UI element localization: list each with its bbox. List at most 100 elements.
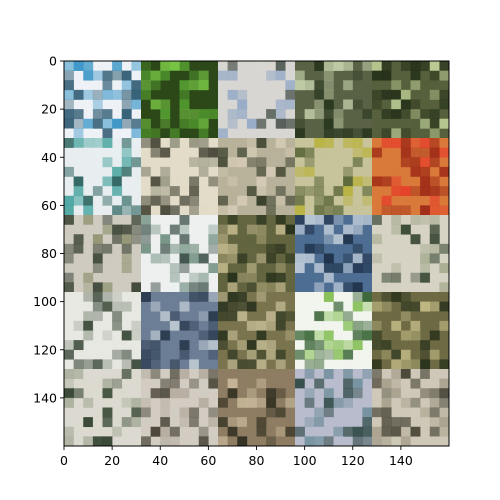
tile-texture-block (420, 99, 431, 110)
tile-texture-block (150, 147, 161, 158)
tile-texture-block (121, 89, 132, 100)
tile-texture-block (439, 388, 450, 399)
image-tile (218, 215, 296, 293)
tile-texture-block (83, 215, 94, 225)
tile-texture-block (256, 301, 267, 312)
tile-texture-block (333, 436, 344, 447)
tile-texture-block (198, 205, 209, 216)
tile-texture-block (314, 138, 325, 148)
tile-texture-block (179, 61, 190, 71)
tile-texture-block (141, 138, 151, 148)
tile-texture-block (323, 292, 334, 302)
tile-texture-block (429, 417, 440, 428)
tile-texture-block (112, 118, 123, 129)
x-tick-label: 40 (152, 453, 168, 468)
image-tile (141, 138, 219, 216)
tile-texture-block (429, 407, 440, 418)
tile-texture-block (343, 195, 354, 206)
tile-texture-block (160, 186, 171, 197)
tile-texture-block (362, 301, 373, 312)
image-tile (372, 292, 450, 370)
tile-texture-block (352, 340, 363, 351)
tile-texture-block (391, 272, 402, 283)
tile-texture-block (285, 70, 296, 81)
tile-texture-block (314, 243, 325, 254)
tile-texture-block (83, 301, 94, 312)
tile-texture-block (160, 195, 171, 206)
tile-texture-block (420, 263, 431, 274)
tile-texture-block (266, 234, 277, 245)
tile-texture-block (314, 224, 325, 235)
tile-texture-block (304, 436, 315, 447)
tile-texture-block (218, 195, 228, 206)
tile-texture-block (83, 369, 94, 379)
tile-texture-block (381, 138, 392, 148)
tile-texture-block (189, 80, 200, 91)
tile-texture-block (227, 301, 238, 312)
tile-texture-block (304, 70, 315, 81)
tile-texture-block (285, 253, 296, 264)
tile-texture-block (169, 70, 180, 81)
image-tile (141, 369, 219, 447)
tile-texture-block (150, 224, 161, 235)
tile-texture-block (246, 272, 257, 283)
tile-texture-block (64, 138, 74, 148)
tile-texture-block (323, 176, 334, 187)
tile-texture-block (362, 407, 373, 418)
tile-texture-block (112, 89, 123, 100)
tile-texture-block (150, 253, 161, 264)
tile-texture-block (323, 397, 334, 408)
tile-texture-block (179, 89, 190, 100)
tile-texture-block (381, 89, 392, 100)
tile-texture-block (420, 61, 431, 71)
x-tick-label: 120 (341, 453, 365, 468)
tile-texture-block (141, 157, 151, 168)
tile-texture-block (275, 61, 286, 71)
tile-texture-block (410, 282, 421, 293)
tile-texture-block (198, 128, 209, 139)
tile-texture-block (121, 243, 132, 254)
tile-texture-block (343, 311, 354, 322)
tile-texture-block (372, 340, 382, 351)
tile-texture-block (429, 157, 440, 168)
image-tile (64, 138, 142, 216)
tile-texture-block (179, 301, 190, 312)
tile-texture-block (410, 166, 421, 177)
tile-texture-block (179, 109, 190, 120)
tile-texture-block (141, 176, 151, 187)
tile-texture-block (391, 166, 402, 177)
tile-texture-block (237, 426, 248, 437)
tile-texture-block (218, 166, 228, 177)
tile-texture-block (141, 70, 151, 81)
tile-texture-block (112, 61, 123, 71)
tile-texture-block (352, 292, 363, 302)
tile-texture-block (112, 166, 123, 177)
tile-texture-block (323, 138, 334, 148)
tile-texture-block (439, 292, 450, 302)
tile-texture-block (400, 417, 411, 428)
tile-texture-block (323, 224, 334, 235)
tile-texture-block (198, 417, 209, 428)
tile-texture-block (246, 369, 257, 379)
tile-texture-block (121, 369, 132, 379)
tile-texture-block (352, 176, 363, 187)
tile-texture-block (333, 215, 344, 225)
tile-texture-block (92, 89, 103, 100)
tile-texture-block (391, 311, 402, 322)
tile-texture-block (169, 378, 180, 389)
tile-texture-block (141, 349, 151, 360)
tile-texture-block (391, 292, 402, 302)
tile-texture-block (275, 349, 286, 360)
tile-texture-block (439, 282, 450, 293)
tile-texture-block (400, 263, 411, 274)
tile-texture-block (160, 407, 171, 418)
tile-texture-block (343, 61, 354, 71)
tile-texture-block (266, 195, 277, 206)
tile-texture-block (131, 70, 142, 81)
tile-texture-block (218, 436, 228, 447)
tile-texture-block (102, 176, 113, 187)
tile-texture-block (295, 426, 305, 437)
tile-texture-block (92, 282, 103, 293)
tile-texture-block (429, 80, 440, 91)
